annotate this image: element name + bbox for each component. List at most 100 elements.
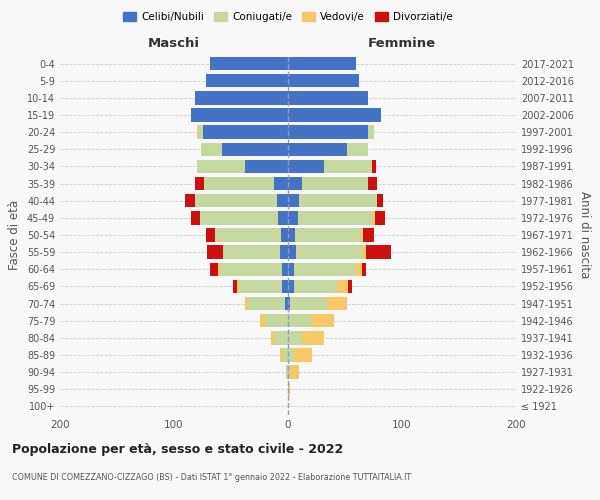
Bar [347,142,368,156]
Bar [296,246,362,259]
Bar [245,297,248,310]
Bar [327,297,347,310]
Bar [337,280,349,293]
Bar [206,74,288,88]
Bar [288,177,302,190]
Bar [288,262,294,276]
Bar [223,246,280,259]
Bar [236,280,239,293]
Bar [362,246,365,259]
Bar [277,194,288,207]
Bar [239,280,283,293]
Bar [302,177,368,190]
Bar [215,228,281,241]
Bar [288,331,302,344]
Bar [288,314,311,328]
Bar [207,246,223,259]
Bar [362,262,365,276]
Bar [198,126,203,139]
Bar [288,211,298,224]
Bar [271,331,274,344]
Bar [356,262,362,276]
Bar [197,126,198,139]
Bar [290,366,299,379]
Bar [197,160,245,173]
Bar [283,262,288,276]
Bar [233,280,236,293]
Bar [206,228,215,241]
Bar [281,228,288,241]
Bar [191,108,288,122]
Bar [361,228,363,241]
Bar [288,228,295,241]
Bar [245,160,288,173]
Bar [368,126,373,139]
Bar [299,194,377,207]
Bar [288,297,290,310]
Bar [280,348,283,362]
Bar [311,314,334,328]
Bar [203,177,274,190]
Bar [294,262,356,276]
Bar [302,331,325,344]
Bar [260,314,265,328]
Bar [283,280,288,293]
Bar [191,211,200,224]
Bar [290,297,327,310]
Text: Maschi: Maschi [148,37,200,50]
Bar [288,91,368,104]
Bar [211,57,288,70]
Bar [288,160,325,173]
Bar [200,211,278,224]
Bar [194,91,288,104]
Bar [325,160,373,173]
Y-axis label: Fasce di età: Fasce di età [8,200,21,270]
Bar [248,297,284,310]
Bar [218,262,220,276]
Text: Popolazione per età, sesso e stato civile - 2022: Popolazione per età, sesso e stato civil… [12,442,343,456]
Bar [280,246,288,259]
Bar [373,211,374,224]
Bar [203,126,288,139]
Bar [288,366,290,379]
Bar [274,331,288,344]
Bar [374,211,385,224]
Text: Femmine: Femmine [368,37,436,50]
Bar [349,280,352,293]
Bar [368,177,377,190]
Bar [220,262,283,276]
Bar [298,211,373,224]
Bar [365,246,391,259]
Bar [265,314,288,328]
Bar [194,177,203,190]
Bar [222,142,288,156]
Bar [288,382,290,396]
Bar [274,177,288,190]
Bar [288,194,299,207]
Bar [363,228,373,241]
Bar [194,194,277,207]
Bar [294,348,312,362]
Bar [288,246,296,259]
Bar [202,142,222,156]
Bar [288,348,294,362]
Bar [185,194,194,207]
Bar [288,108,382,122]
Bar [288,126,368,139]
Bar [288,280,294,293]
Bar [278,211,288,224]
Legend: Celibi/Nubili, Coniugati/e, Vedovi/e, Divorziati/e: Celibi/Nubili, Coniugati/e, Vedovi/e, Di… [119,8,457,26]
Bar [295,228,361,241]
Bar [377,194,383,207]
Bar [286,366,288,379]
Bar [283,348,288,362]
Bar [211,262,218,276]
Bar [288,142,347,156]
Y-axis label: Anni di nascita: Anni di nascita [578,192,590,278]
Bar [373,160,376,173]
Bar [294,280,337,293]
Bar [288,57,356,70]
Text: COMUNE DI COMEZZANO-CIZZAGO (BS) - Dati ISTAT 1° gennaio 2022 - Elaborazione TUT: COMUNE DI COMEZZANO-CIZZAGO (BS) - Dati … [12,472,411,482]
Bar [288,74,359,88]
Bar [284,297,288,310]
